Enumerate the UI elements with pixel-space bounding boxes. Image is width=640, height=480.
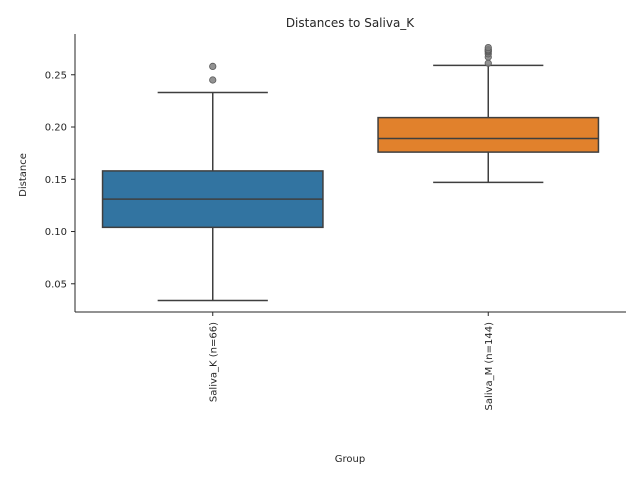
y-tick-label: 0.05 [45,279,67,290]
x-tick-label: Saliva_K (n=66) [208,322,219,402]
y-tick-label: 0.10 [45,227,67,238]
y-tick-label: 0.25 [45,70,67,81]
outlier-point [484,59,492,67]
outlier-point [484,43,492,52]
outlier-point [209,62,217,70]
y-axis-label: Distance [18,153,29,197]
plot-area: 0.05 0.10 0.15 0.20 0.25 Saliva_K (n=66) Saliv… [45,34,626,411]
x-axis-label: Group [335,454,365,465]
x-tick-label: Saliva_M (n=144) [484,322,495,411]
y-tick-label: 0.15 [45,175,67,186]
box-iqr [377,116,600,153]
y-tick-label: 0.20 [45,123,67,134]
outlier-point [209,76,217,84]
chart-title: Distances to Saliva_K [286,16,415,30]
